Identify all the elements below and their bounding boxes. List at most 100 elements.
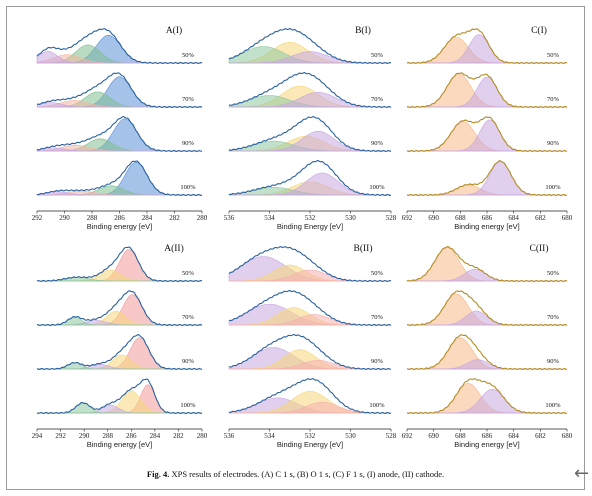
panel-B-I: B(I) 50% 70% 90% 100% 536 534 532 530 528 Binding … [224,25,397,231]
series-label: 50% [182,52,195,59]
panel-title: A(I) [166,25,182,36]
x-tick-label: 692 [402,214,413,222]
series-label: 50% [371,52,384,59]
series-label: 70% [371,314,384,321]
x-tick-label: 688 [455,214,466,222]
x-axis-title: Binding Energy [eV] [277,222,343,231]
x-tick-label: 282 [173,432,184,440]
envelope-line [36,290,203,327]
envelope-line [36,334,203,371]
figure-frame: A(I) 50% 70% 90% 100% 292 290 288 286 284 282 280 Bi… [6,6,589,490]
xps-figure: A(I) 50% 70% 90% 100% 292 290 288 286 284 282 280 Bi… [32,25,573,449]
series-label: 70% [547,314,560,321]
caption-text: XPS results of electrodes. (A) C 1 s, (B… [169,469,445,479]
spectrum-100pct: 100% [36,378,203,415]
spectrum-90pct: 90% [228,116,392,153]
spectrum-50pct: 50% [406,28,568,65]
envelope-line [229,72,392,109]
envelope-line [228,245,392,283]
x-tick-label: 290 [79,432,90,440]
x-tick-label: 282 [169,214,180,222]
spectrum-90pct: 90% [406,116,568,153]
series-label: 90% [182,140,195,147]
spectrum-90pct: 90% [228,333,392,371]
envelope-line [36,72,203,109]
x-axis-title: Binding energy [eV] [454,440,519,449]
x-tick-label: 690 [428,214,439,222]
spectrum-70pct: 70% [406,72,568,109]
series-label: 100% [180,402,196,409]
x-tick-label: 286 [114,214,125,222]
spectrum-70pct: 70% [228,72,392,109]
series-label: 90% [547,358,560,365]
x-tick-label: 690 [428,432,439,440]
series-label: 50% [547,52,560,59]
component-peak [407,388,567,414]
x-tick-label: 284 [150,432,161,440]
envelope-line [36,116,203,153]
panel-A-I: A(I) 50% 70% 90% 100% 292 290 288 286 284 282 280 Bi… [32,25,208,231]
component-peak [407,76,567,108]
series-label: 90% [371,140,384,147]
x-tick-label: 688 [455,432,466,440]
x-tick-label: 682 [535,432,546,440]
spectrum-100pct: 100% [36,160,203,197]
x-tick-label: 286 [126,432,137,440]
spectrum-90pct: 90% [36,334,203,371]
series-label: 90% [547,140,560,147]
series-label: 100% [545,402,561,409]
series-label: 50% [371,270,384,277]
x-tick-label: 280 [197,432,208,440]
spectrum-100pct: 100% [406,160,568,197]
envelope-line [406,246,568,283]
x-axis-title: Binding Energy [eV] [277,440,343,449]
spectrum-90pct: 90% [406,334,568,371]
x-tick-label: 284 [142,214,153,222]
figure-caption: Fig. 4. XPS results of electrodes. (A) C… [7,469,584,479]
left-arrow-icon[interactable]: ← [574,463,590,484]
envelope-line [36,378,203,415]
envelope-line [36,246,203,283]
spectrum-50pct: 50% [36,28,203,65]
envelope-line [36,28,203,65]
x-tick-label: 534 [264,432,275,440]
envelope-line [228,333,392,371]
spectrum-70pct: 70% [406,290,568,327]
x-tick-label: 692 [402,432,413,440]
envelope-line [228,377,392,415]
spectrum-70pct: 70% [228,290,392,327]
series-label: 50% [182,270,195,277]
x-tick-label: 294 [32,432,43,440]
component-peak [407,34,567,64]
x-tick-label: 530 [345,432,356,440]
panel-title: C(I) [531,25,547,36]
panel-C-I: C(I) 50% 70% 90% 100% 692 690 688 686 684 682 680 Bi… [402,25,573,231]
component-peak [37,118,202,152]
series-label: 70% [182,314,195,321]
x-tick-label: 686 [482,432,493,440]
panel-title: B(II) [354,243,373,254]
x-tick-label: 528 [386,432,397,440]
x-tick-label: 280 [197,214,208,222]
spectrum-50pct: 50% [228,245,392,283]
x-tick-label: 292 [55,432,66,440]
x-tick-label: 532 [305,214,316,222]
spectrum-70pct: 70% [36,290,203,327]
x-tick-label: 684 [508,214,519,222]
x-tick-label: 288 [87,214,98,222]
component-peak [407,119,567,152]
spectrum-100pct: 100% [228,160,392,196]
envelope-line [406,378,568,415]
panel-C-II: C(II) 50% 70% 90% 100% 692 690 688 686 684 682 680 B… [402,243,573,449]
x-tick-label: 680 [562,214,573,222]
envelope-line [228,27,392,65]
series-label: 100% [369,402,385,409]
spectrum-70pct: 70% [36,72,203,109]
x-tick-label: 536 [224,432,235,440]
spectrum-50pct: 50% [406,246,568,283]
envelope-line [36,160,203,197]
x-axis-title: Binding energy [eV] [454,222,519,231]
spectrum-100pct: 100% [228,377,392,415]
envelope-line [406,334,568,371]
spectrum-100pct: 100% [406,378,568,415]
